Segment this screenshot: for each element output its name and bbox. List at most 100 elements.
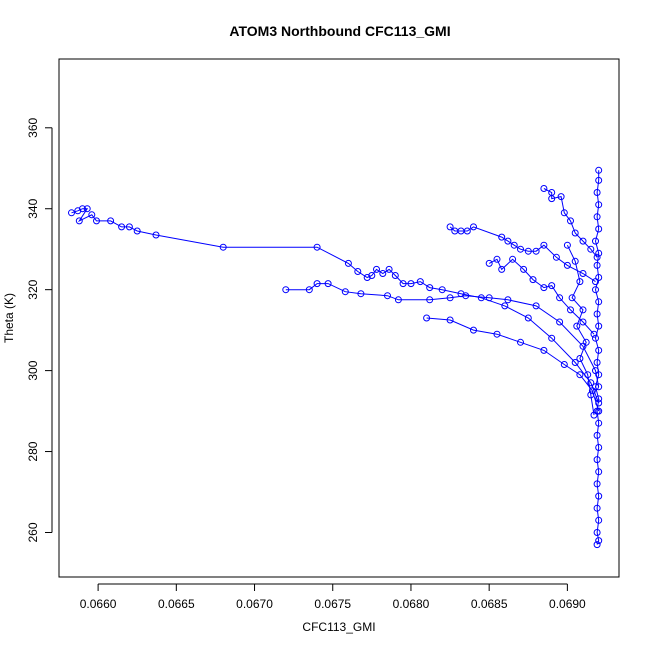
- data-point: [593, 310, 601, 318]
- data-point: [493, 330, 501, 338]
- data-point: [416, 278, 424, 286]
- data-point: [107, 217, 115, 225]
- plot-area-frame: [58, 58, 620, 578]
- data-point: [498, 265, 506, 273]
- data-point: [426, 296, 434, 304]
- x-tick-label: 0.0660: [80, 597, 117, 611]
- x-axis-label: CFC113_GMI: [302, 620, 375, 634]
- data-point: [552, 253, 560, 261]
- data-point: [446, 316, 454, 324]
- y-tick-label: 280: [26, 441, 40, 461]
- data-point: [593, 529, 601, 536]
- data-point: [595, 274, 603, 281]
- data-point: [493, 255, 501, 263]
- data-point: [152, 231, 160, 239]
- data-point: [593, 359, 601, 366]
- data-point: [595, 166, 603, 174]
- x-tick-label: 0.0665: [158, 597, 195, 611]
- data-point: [368, 272, 376, 279]
- data-point: [548, 282, 556, 290]
- data-point: [593, 504, 601, 512]
- data-point: [557, 193, 565, 201]
- data-point: [592, 286, 599, 294]
- data-point: [563, 261, 571, 269]
- data-point: [590, 411, 598, 419]
- data-point: [595, 492, 603, 500]
- data-point: [446, 223, 454, 231]
- data-point: [88, 211, 96, 219]
- y-axis: 260 280 300 320 340 360: [26, 117, 53, 543]
- y-tick-label: 300: [26, 360, 40, 380]
- data-point: [556, 318, 564, 326]
- data-point: [363, 274, 371, 281]
- data-point: [595, 201, 603, 209]
- data-point: [462, 292, 470, 300]
- data-point: [567, 217, 574, 225]
- data-point: [582, 338, 590, 346]
- data-point: [384, 292, 391, 300]
- data-point: [391, 272, 399, 279]
- chart-title: ATOM3 Northbound CFC113_GMI: [229, 23, 450, 39]
- data-point: [520, 265, 528, 273]
- data-point: [595, 537, 603, 545]
- data-point: [501, 302, 509, 310]
- data-point: [540, 346, 548, 354]
- data-point: [344, 259, 352, 267]
- data-point: [426, 284, 434, 292]
- data-point: [571, 359, 579, 366]
- data-point: [446, 294, 454, 302]
- data-point: [75, 217, 83, 225]
- data-point: [595, 176, 603, 184]
- data-point: [524, 247, 532, 255]
- data-point: [595, 516, 603, 524]
- data-point: [595, 371, 603, 379]
- data-point: [517, 245, 524, 253]
- y-tick-label: 340: [26, 198, 40, 218]
- data-point: [595, 419, 603, 427]
- data-point: [313, 243, 321, 251]
- y-tick-label: 360: [26, 117, 40, 137]
- data-point: [568, 294, 576, 302]
- data-point: [563, 241, 571, 249]
- series-line: [594, 170, 600, 545]
- data-point: [133, 227, 141, 235]
- data-point: [540, 185, 548, 192]
- data-point: [470, 223, 477, 231]
- data-point: [592, 383, 599, 391]
- series-group: [563, 241, 598, 419]
- data-point: [576, 278, 584, 286]
- data-point: [485, 294, 493, 302]
- data-point: [595, 225, 603, 233]
- data-point: [593, 253, 601, 261]
- data-point: [548, 334, 556, 342]
- data-point: [579, 318, 587, 326]
- x-tick-label: 0.0670: [236, 597, 273, 611]
- data-point: [576, 371, 584, 379]
- data-point: [532, 302, 540, 310]
- series-line: [71, 208, 600, 404]
- series-group: [68, 205, 603, 407]
- data-point: [595, 395, 603, 403]
- x-tick-label: 0.0675: [314, 597, 351, 611]
- data-point: [324, 280, 332, 288]
- series-group: [282, 280, 603, 391]
- data-point: [79, 205, 86, 213]
- data-point: [579, 270, 587, 277]
- data-point: [593, 261, 601, 269]
- y-tick-label: 260: [26, 522, 40, 542]
- data-point: [560, 209, 568, 217]
- data-point: [595, 249, 603, 257]
- data-point: [593, 541, 601, 549]
- series-group: [592, 166, 603, 549]
- data-point: [373, 265, 380, 273]
- data-series: [68, 166, 603, 549]
- data-point: [587, 379, 595, 387]
- data-point: [595, 444, 603, 451]
- data-point: [399, 280, 407, 288]
- data-point: [504, 237, 512, 245]
- data-point: [305, 286, 313, 294]
- data-point: [529, 276, 537, 284]
- data-point: [83, 205, 91, 213]
- data-point: [68, 209, 75, 217]
